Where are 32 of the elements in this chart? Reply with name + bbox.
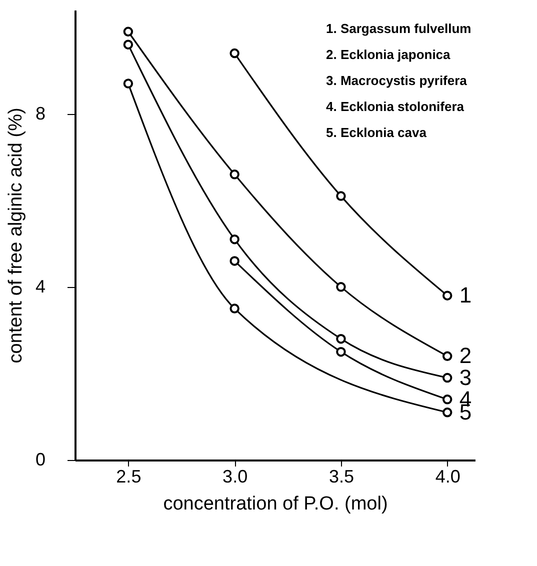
point (123, 40, 134, 50)
point (442, 394, 452, 404)
x-tick-label: 3.0 (222, 466, 248, 486)
annotation: 3. Macrocystis pyrifera (326, 72, 468, 90)
x-axis-title: concentration of P.O. (mol) (163, 494, 388, 514)
point (442, 351, 452, 362)
x-tick-label: 2.5 (116, 466, 142, 486)
point (336, 334, 346, 344)
point (442, 372, 452, 383)
annotation: 1. Sargassum fulvellum (326, 20, 472, 38)
y-tick-label: 8 (35, 103, 46, 124)
x-tick-label: 3.5 (328, 466, 354, 486)
point (230, 304, 240, 314)
point (230, 170, 240, 180)
point (336, 346, 346, 357)
point (230, 256, 240, 266)
point (123, 26, 134, 36)
point (230, 48, 240, 58)
point (336, 191, 346, 201)
y-tick-label: 4 (35, 276, 46, 296)
point (336, 282, 346, 292)
series-label: 1 (459, 282, 472, 308)
y-axis-title: content of free alginic acid (%) (5, 108, 26, 364)
point (442, 290, 452, 300)
point (442, 408, 452, 418)
point (123, 78, 134, 88)
y-tick-label: 0 (35, 450, 46, 470)
annotation: 2. Ecklonia japonica (326, 46, 452, 64)
point (230, 234, 240, 244)
annotation: 5. Ecklonia cava (326, 124, 428, 142)
annotation: 4. Ecklonia stolonifera (326, 98, 465, 116)
x-tick-label: 4.0 (435, 466, 460, 486)
